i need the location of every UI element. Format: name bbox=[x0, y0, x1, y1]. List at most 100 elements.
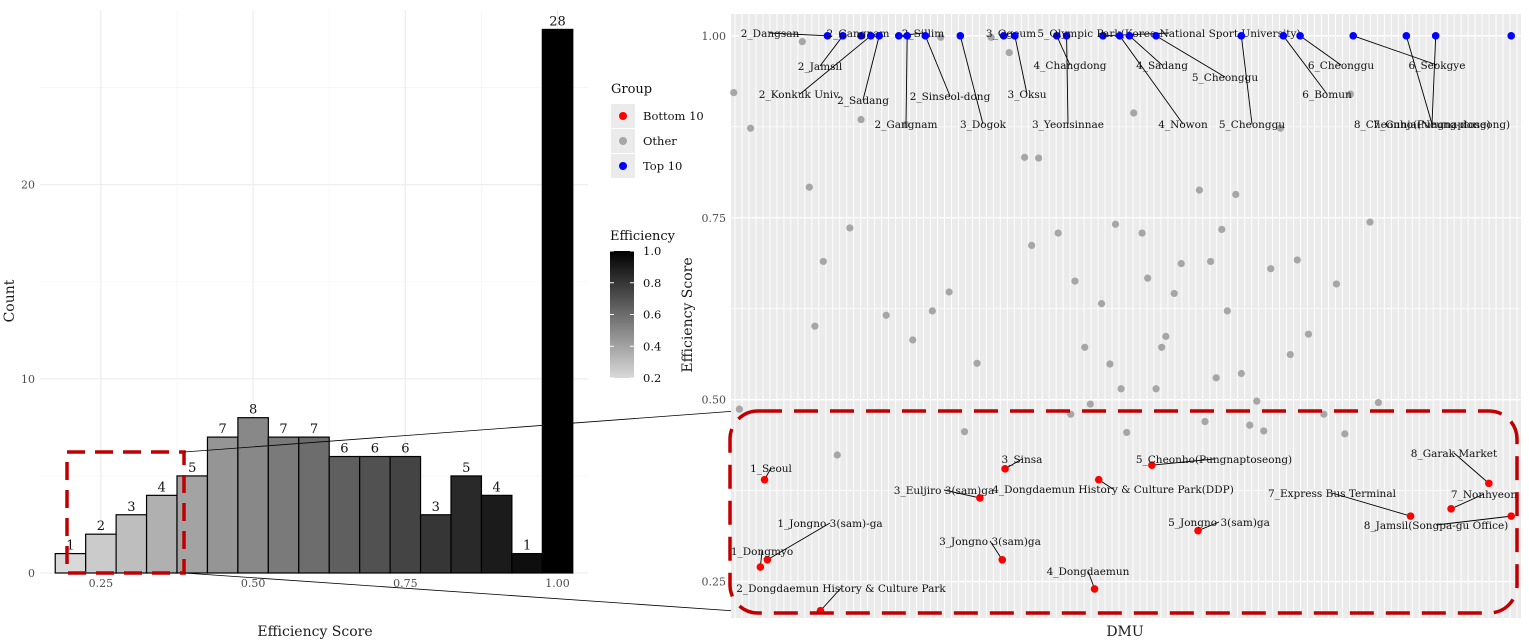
scatter-point-other bbox=[1237, 369, 1245, 378]
scatter-point-label-top10: 3_Dogok bbox=[960, 119, 1007, 131]
scatter-point-other bbox=[833, 451, 841, 459]
scatter-point-bottom10 bbox=[1148, 461, 1156, 469]
scatter-point-other bbox=[1158, 343, 1166, 351]
scatter-point-bottom10 bbox=[1090, 585, 1099, 593]
scatter-point-label-top10: 2_Sinseol-dong bbox=[910, 91, 991, 103]
scatter-point-other bbox=[1177, 260, 1185, 268]
scatter-leader-line bbox=[1282, 35, 1328, 95]
histogram-bar-label: 5 bbox=[462, 461, 470, 476]
scatter-point-other bbox=[1054, 229, 1062, 237]
scatter-point-other bbox=[1130, 109, 1138, 117]
scatter-point-label-bottom10: 7_Nonhyeon bbox=[1451, 489, 1517, 501]
scatter-leader-line bbox=[1056, 35, 1071, 66]
histogram-bar-labels: 1 2 3 4 5 7 8 7 7 6 6 6 3 5 4 1 28 bbox=[66, 14, 566, 553]
scatter-point-label-bottom10: 5_Cheonho(Pungnaptoseong) bbox=[1136, 454, 1292, 466]
histogram-panel: 1 2 3 4 5 7 8 7 7 6 6 6 3 5 4 1 28 0.25 0.50 0.75 1.00 0 10 20… bbox=[2, 10, 588, 640]
scatter-point-other bbox=[928, 307, 936, 315]
zoom-connector-top bbox=[183, 409, 751, 453]
scatter-point-top10 bbox=[1279, 32, 1288, 40]
histogram-bar bbox=[419, 514, 452, 574]
histogram-x-tick-label: 1.00 bbox=[545, 577, 570, 590]
histogram-bar-label: 7 bbox=[279, 422, 287, 437]
scatter-point-top10 bbox=[1115, 32, 1124, 40]
scatter-point-other bbox=[1276, 124, 1285, 132]
histogram-bar bbox=[145, 494, 178, 574]
scatter-point-top10 bbox=[1507, 32, 1516, 40]
scatter-point-label-bottom10: 4_Dongdaemun History & Culture Park(DDP) bbox=[992, 484, 1234, 496]
zoom-connector-bottom bbox=[183, 572, 751, 613]
efficiency-colorbar-tick-label: 0.8 bbox=[643, 276, 661, 290]
scatter-leader-line bbox=[1405, 35, 1433, 125]
group-legend-title: Group bbox=[611, 82, 652, 97]
histogram-bar-label: 28 bbox=[549, 14, 566, 29]
scatter-leader-line bbox=[1435, 515, 1512, 526]
histogram-bar bbox=[267, 436, 300, 574]
histogram-bar bbox=[541, 28, 574, 574]
efficiency-colorbar-tick-label: 0.4 bbox=[643, 339, 661, 353]
histogram-bar bbox=[298, 436, 330, 574]
scatter-point-other bbox=[1218, 225, 1226, 234]
scatter-point-label-top10: 6_Bomun bbox=[1302, 89, 1352, 101]
scatter-leader-line bbox=[1014, 35, 1028, 95]
histogram-x-axis-title: Efficiency Score bbox=[257, 624, 372, 640]
scatter-point-other bbox=[1162, 332, 1170, 340]
histogram-x-tick-label: 0.25 bbox=[89, 577, 114, 590]
scatter-point-label-top10: 3_Yeonsinnae bbox=[1032, 119, 1104, 131]
scatter-point-label-top10: 2_Sadang bbox=[837, 95, 889, 107]
scatter-point-top10 bbox=[999, 32, 1008, 40]
scatter-point-label-top10: 6_Cheonggu bbox=[1308, 60, 1374, 72]
histogram-bar bbox=[328, 455, 361, 574]
scatter-point-other bbox=[746, 124, 755, 132]
scatter-point-other bbox=[1097, 300, 1106, 308]
scatter-point-label-top10: 5_Cheonggu bbox=[1192, 72, 1258, 84]
scatter-point-bottom10 bbox=[763, 555, 772, 564]
scatter-point-other bbox=[730, 88, 738, 97]
histogram-bar-label: 3 bbox=[432, 500, 440, 515]
scatter-point-top10 bbox=[875, 32, 884, 40]
scatter-point-other bbox=[1170, 289, 1178, 298]
scatter-point-other bbox=[1201, 417, 1209, 426]
scatter-leader-line bbox=[1431, 35, 1437, 125]
scatter-leader-line bbox=[1066, 35, 1069, 125]
scatter-leader-line bbox=[820, 587, 842, 612]
scatter-point-other bbox=[1260, 427, 1268, 435]
histogram-y-tick-label: 10 bbox=[21, 373, 35, 386]
scatter-points-bottom10: 1_Seoul 1_Jongno 3(sam)-ga 1_Dongmyo 2_Dong… bbox=[731, 448, 1517, 615]
scatter-leader-line bbox=[769, 32, 828, 37]
histogram-y-tick-label: 20 bbox=[21, 179, 35, 192]
scatter-y-tick-label: 0.25 bbox=[702, 576, 727, 589]
scatter-ticks: 0.25 0.50 0.75 1.00 bbox=[702, 30, 727, 589]
histogram-bar-label: 6 bbox=[371, 442, 379, 457]
scatter-point-other bbox=[1293, 256, 1301, 264]
scatter-point-other bbox=[1232, 190, 1240, 199]
scatter-point-other bbox=[1028, 241, 1036, 250]
scatter-point-other bbox=[1320, 410, 1328, 418]
histogram-x-tick-label: 0.50 bbox=[241, 577, 266, 590]
scatter-leader-line bbox=[799, 35, 872, 95]
histogram-bar-label: 7 bbox=[219, 422, 227, 437]
scatter-point-bottom10 bbox=[1194, 526, 1202, 535]
scatter-point-other bbox=[1267, 265, 1275, 273]
scatter-point-other bbox=[735, 405, 743, 413]
histogram-bar-label: 8 bbox=[249, 403, 257, 418]
scatter-point-other bbox=[937, 33, 945, 41]
scatter-point-top10 bbox=[894, 32, 903, 40]
scatter-point-label-bottom10: 3_Sinsa bbox=[1002, 454, 1043, 466]
scatter-gridlines bbox=[731, 14, 1521, 618]
group-legend-label-other: Other bbox=[643, 134, 677, 148]
scatter-point-other bbox=[1086, 400, 1094, 408]
scatter-point-label-top10: 2_Dangsan bbox=[741, 28, 800, 40]
scatter-point-other bbox=[1138, 229, 1146, 237]
histogram-bar bbox=[115, 514, 148, 574]
histogram-bar bbox=[359, 455, 391, 574]
scatter-point-other bbox=[1152, 385, 1160, 393]
efficiency-colorbar-ticks: 1.0 0.8 0.6 0.4 0.2 bbox=[610, 244, 661, 385]
efficiency-legend-title: Efficiency bbox=[610, 229, 676, 244]
scatter-point-other bbox=[1195, 186, 1204, 194]
scatter-highlight-box bbox=[728, 409, 1519, 615]
histogram-bar-label: 3 bbox=[127, 500, 135, 515]
scatter-point-other bbox=[1021, 153, 1029, 161]
scatter-point-other bbox=[1374, 398, 1382, 407]
scatter-point-other bbox=[811, 322, 819, 330]
